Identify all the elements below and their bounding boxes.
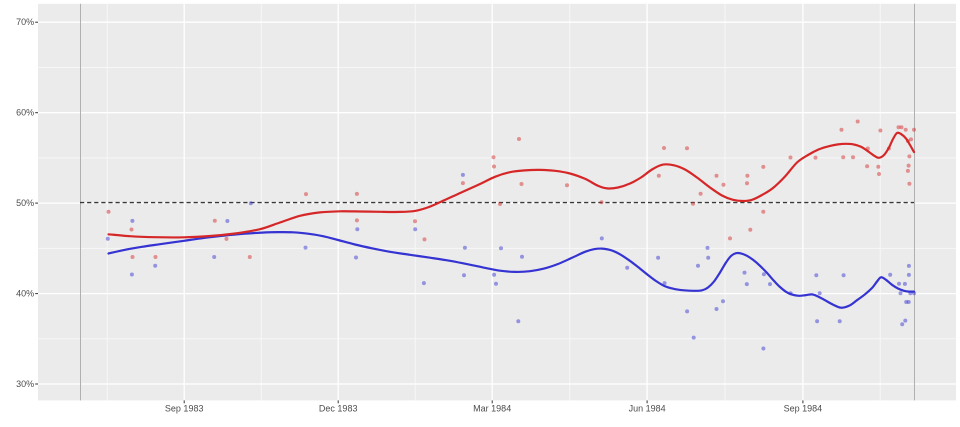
svg-text:Sep 1984: Sep 1984 [784, 403, 823, 413]
svg-text:40%: 40% [16, 288, 34, 298]
svg-text:30%: 30% [16, 379, 34, 389]
svg-text:Mar 1984: Mar 1984 [473, 403, 511, 413]
svg-text:Sep 1983: Sep 1983 [165, 403, 204, 413]
svg-text:70%: 70% [16, 17, 34, 27]
svg-text:Dec 1983: Dec 1983 [319, 403, 358, 413]
svg-text:60%: 60% [16, 108, 34, 118]
svg-text:Jun 1984: Jun 1984 [629, 403, 666, 413]
svg-text:50%: 50% [16, 198, 34, 208]
